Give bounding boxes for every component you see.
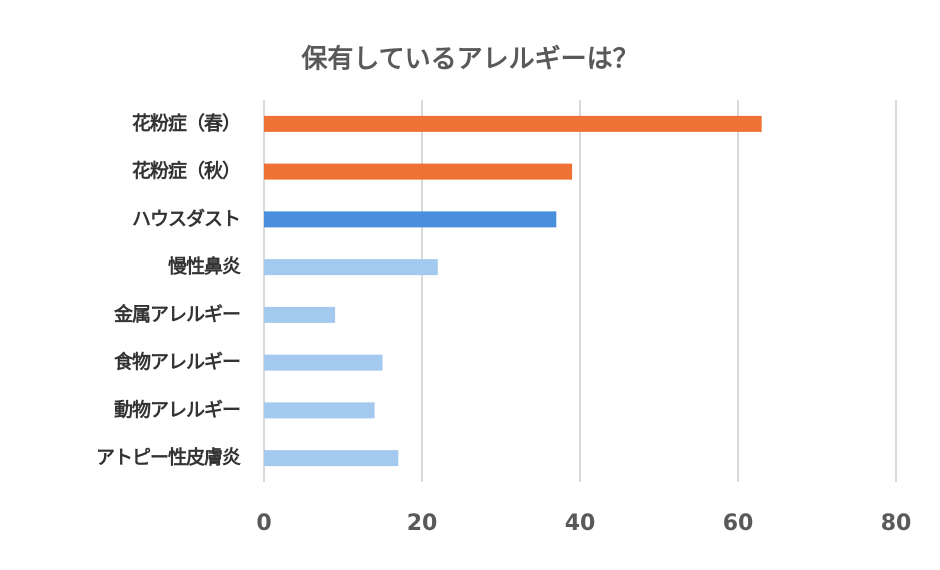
y-tick-label: 花粉症（秋）	[132, 159, 240, 182]
bar	[264, 402, 375, 419]
x-tick-label: 60	[723, 511, 754, 536]
bar	[264, 211, 557, 228]
bar	[264, 306, 336, 323]
x-tick-label: 20	[407, 511, 438, 536]
x-tick-label: 0	[256, 511, 271, 536]
bar	[264, 354, 383, 371]
y-tick-label: 動物アレルギー	[114, 398, 240, 421]
y-tick-label: 金属アレルギー	[113, 302, 240, 325]
y-tick-label: アトピー性皮膚炎	[96, 446, 241, 469]
bar	[264, 115, 762, 132]
bar	[264, 450, 399, 467]
bar	[264, 259, 438, 276]
chart-title: 保有しているアレルギーは？	[300, 45, 638, 75]
x-tick-label: 40	[565, 511, 596, 536]
y-tick-label: 花粉症（春）	[132, 111, 240, 134]
y-tick-label: 慢性鼻炎	[168, 255, 241, 278]
bar	[264, 163, 573, 180]
x-tick-label: 80	[881, 511, 912, 536]
y-tick-label: 食物アレルギー	[114, 350, 240, 373]
y-tick-label: ハウスダスト	[132, 207, 240, 230]
